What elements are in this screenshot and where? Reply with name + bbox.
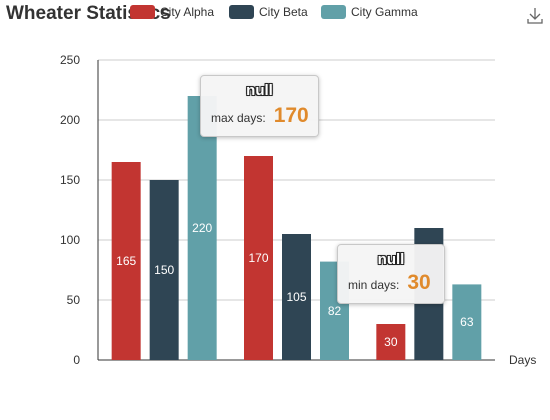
tooltip-max: null max days: 170 [200, 75, 319, 137]
tooltip-min-title: null [377, 251, 405, 268]
bar [452, 284, 482, 360]
legend-label-city-gamma: City Gamma [351, 5, 418, 19]
y-tick-label: 150 [60, 173, 80, 187]
y-tick-label: 50 [67, 293, 81, 307]
y-tick-label: 0 [73, 353, 80, 367]
bar-data-label: 170 [248, 251, 268, 265]
y-tick-label: 100 [60, 233, 80, 247]
chart-title: Wheater Statistics [6, 3, 171, 24]
x-axis-label: Days [509, 353, 536, 367]
tooltip-max-title: null [246, 82, 273, 99]
y-tick-label: 200 [60, 113, 80, 127]
tooltip-min-value: 30 [407, 271, 431, 294]
legend-item-city-beta[interactable]: City Beta [229, 4, 308, 20]
download-icon[interactable] [525, 6, 545, 26]
bar-data-label: 150 [154, 263, 174, 277]
tooltip-max-value: 170 [273, 104, 309, 127]
legend-swatch-city-beta [229, 5, 254, 19]
bar [149, 180, 179, 360]
tooltip-max-label: max days: [211, 111, 266, 125]
legend-item-city-alpha[interactable]: City Alpha [130, 4, 214, 20]
tooltip-min: null min days: 30 [337, 244, 445, 304]
bar-data-label: 63 [460, 315, 474, 329]
legend-item-city-gamma[interactable]: City Gamma [321, 4, 418, 20]
tooltip-min-label: min days: [348, 278, 400, 292]
legend-label-city-beta: City Beta [259, 5, 308, 19]
bar [282, 234, 311, 360]
bar [111, 162, 141, 360]
legend-label-city-alpha: City Alpha [160, 5, 215, 19]
y-tick-label: 250 [60, 53, 80, 67]
bar-data-label: 82 [328, 304, 342, 318]
bar [376, 324, 406, 360]
legend-swatch-city-alpha [130, 5, 155, 19]
bar-data-label: 220 [192, 221, 212, 235]
bar-data-label: 30 [384, 335, 398, 349]
bar-data-label: 105 [286, 290, 306, 304]
legend-swatch-city-gamma [321, 5, 346, 19]
bar-data-label: 165 [116, 254, 136, 268]
bar [187, 96, 217, 360]
bar [244, 156, 273, 360]
